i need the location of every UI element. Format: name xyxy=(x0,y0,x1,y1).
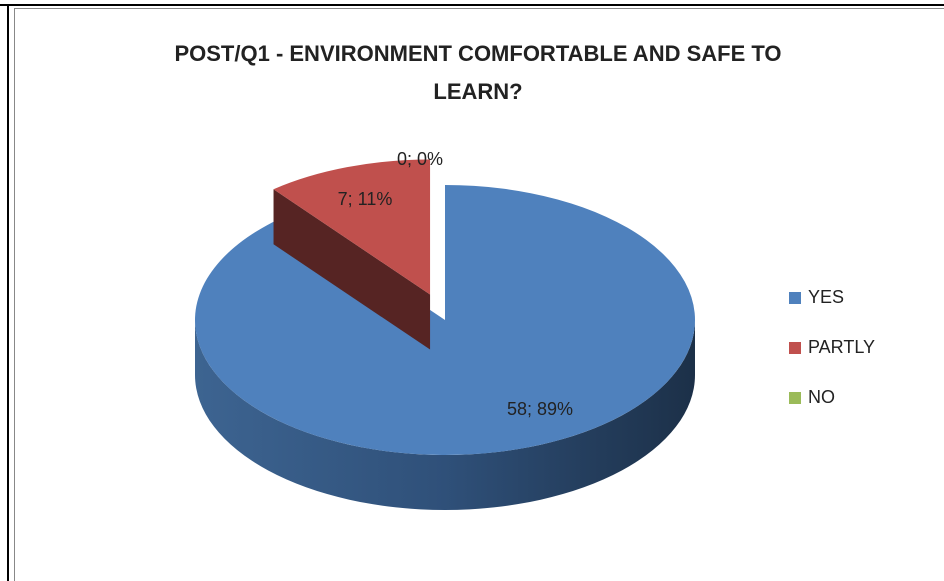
slice-side xyxy=(195,320,695,510)
chart-title: LEARN? xyxy=(433,79,522,104)
legend-label: NO xyxy=(808,387,835,407)
slice-face xyxy=(273,189,431,350)
legend-label: YES xyxy=(808,287,844,307)
legend-label: PARTLY xyxy=(808,337,875,357)
slice-top xyxy=(194,185,695,455)
chart-title: POST/Q1 - ENVIRONMENT COMFORTABLE AND SA… xyxy=(174,41,781,66)
legend-swatch xyxy=(789,342,801,354)
data-label: 7; 11% xyxy=(338,189,393,209)
chart-border xyxy=(14,8,944,581)
legend-swatch xyxy=(789,292,801,304)
data-label: 58; 89% xyxy=(507,399,573,419)
slice-top xyxy=(273,159,431,295)
slice xyxy=(273,159,431,350)
legend-swatch xyxy=(789,392,801,404)
data-label: 0; 0% xyxy=(397,149,443,169)
slice xyxy=(194,185,695,510)
